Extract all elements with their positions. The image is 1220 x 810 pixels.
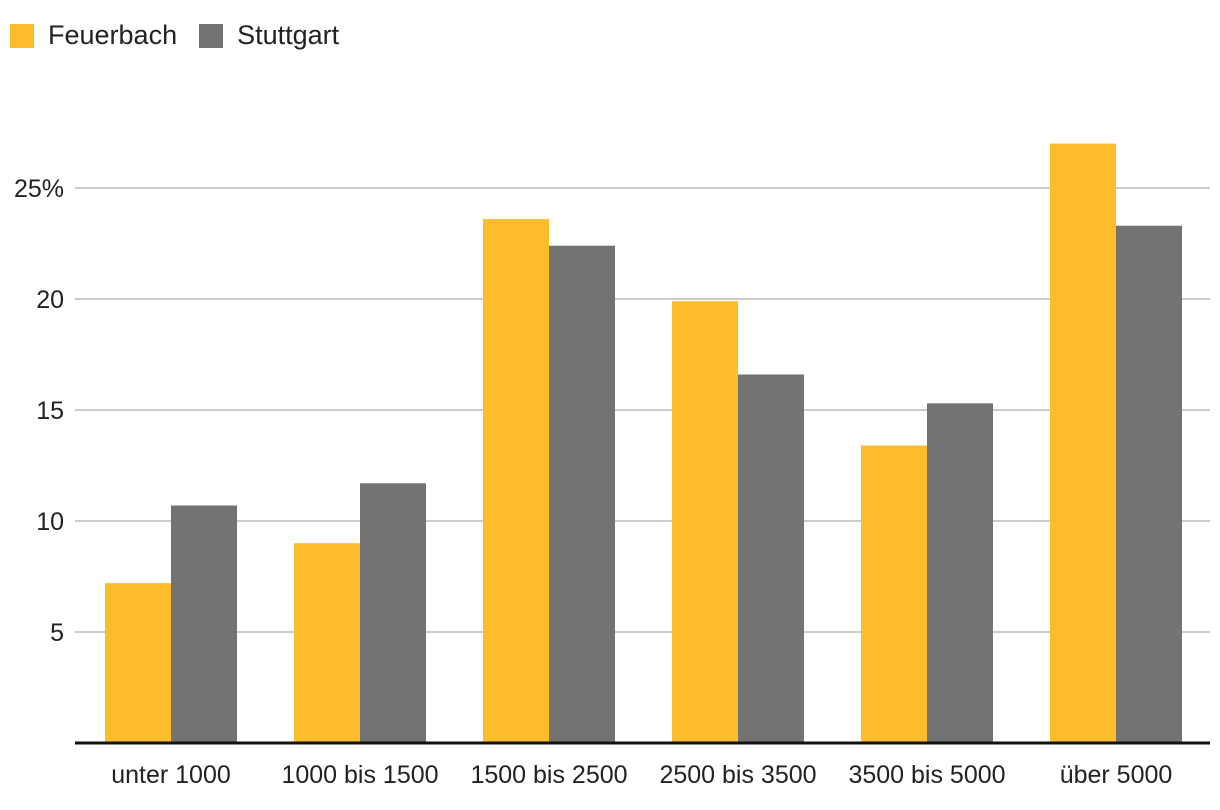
x-tick-label: 2500 bis 3500 <box>659 761 816 789</box>
x-axis-labels: unter 1000 1000 bis 1500 1500 bis 2500 2500… <box>111 761 1172 789</box>
y-axis-ticks: 5 10 15 20 25% <box>14 175 64 647</box>
bar-feuerbach-0 <box>105 583 171 743</box>
legend-label-stuttgart: Stuttgart <box>237 20 340 50</box>
bar-feuerbach-3 <box>672 301 738 743</box>
x-tick-label: über 5000 <box>1060 761 1173 789</box>
y-tick-label: 10 <box>36 508 64 536</box>
legend-label-feuerbach: Feuerbach <box>48 20 178 50</box>
legend-swatch-stuttgart <box>199 23 224 48</box>
bar-stuttgart-4 <box>927 403 993 743</box>
x-tick-label: 3500 bis 5000 <box>848 761 1005 789</box>
bar-stuttgart-0 <box>171 505 237 743</box>
bar-feuerbach-1 <box>294 543 360 743</box>
legend-swatch-feuerbach <box>10 23 34 48</box>
y-tick-label: 20 <box>36 286 64 314</box>
x-tick-label: 1500 bis 2500 <box>470 761 627 789</box>
bar-stuttgart-2 <box>549 245 615 743</box>
y-tick-label: 5 <box>50 619 64 647</box>
y-tick-label: 25% <box>14 175 64 203</box>
x-tick-label: 1000 bis 1500 <box>281 761 438 789</box>
bar-feuerbach-5 <box>1050 143 1116 744</box>
bar-stuttgart-3 <box>738 374 804 743</box>
bar-stuttgart-5 <box>1116 225 1182 744</box>
grid-lines <box>75 187 1210 633</box>
y-tick-label: 15 <box>36 397 64 425</box>
legend-item-stuttgart: Stuttgart <box>199 20 339 51</box>
bar-feuerbach-4 <box>861 445 927 743</box>
legend-item-feuerbach: Feuerbach <box>10 20 177 51</box>
legend: Feuerbach Stuttgart <box>10 20 361 51</box>
bars <box>105 143 1182 744</box>
bar-stuttgart-1 <box>360 483 426 743</box>
bar-feuerbach-2 <box>483 219 549 743</box>
x-tick-label: unter 1000 <box>111 761 231 789</box>
